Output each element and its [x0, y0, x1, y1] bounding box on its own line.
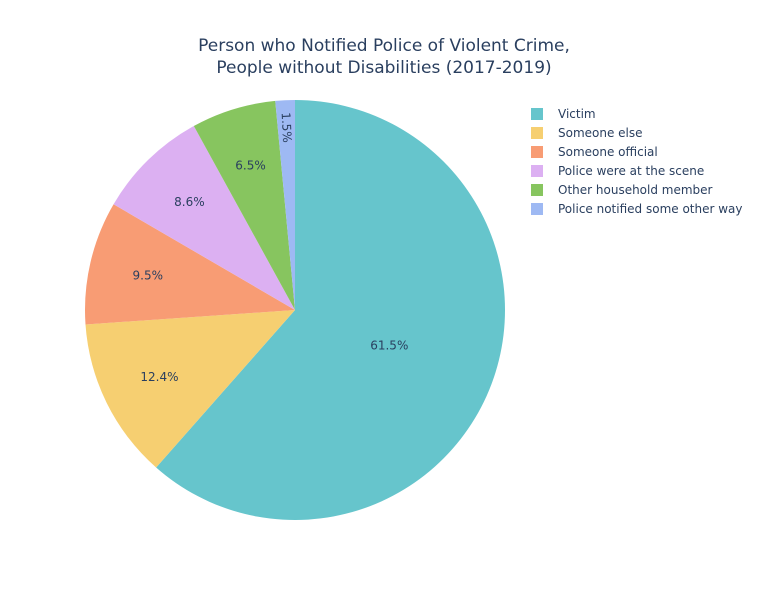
legend-label: Someone official — [558, 145, 658, 159]
legend-item-someone-official[interactable]: Someone official — [531, 145, 658, 159]
legend-swatch — [531, 127, 543, 139]
legend-label: Victim — [558, 107, 596, 121]
legend-label: Police notified some other way — [558, 202, 743, 216]
legend-swatch — [531, 203, 543, 215]
legend-swatch — [531, 165, 543, 177]
pie-slice-police-notified-some-other-way — [275, 100, 295, 310]
pie-slice-labels: 61.5% 12.4% 9.5% 8.6% 6.5% 1.5% — [133, 112, 409, 384]
legend-item-someone-else[interactable]: Someone else — [531, 126, 643, 140]
pie-slice-someone-official — [84, 204, 295, 325]
legend-label: Someone else — [558, 126, 643, 140]
legend-label: Other household member — [558, 183, 713, 197]
legend-item-police-notified-some-other-way[interactable]: Police notified some other way — [531, 202, 743, 216]
legend-item-victim[interactable]: Victim — [531, 107, 596, 121]
legend-swatch — [531, 184, 543, 196]
pie-slice-other-household-member — [193, 100, 295, 311]
slice-label-victim: 61.5% — [370, 339, 408, 353]
pie-slices — [84, 100, 505, 520]
legend-label: Police were at the scene — [558, 164, 704, 178]
slice-label-police-notified-some-other-way: 1.5% — [279, 112, 294, 143]
slice-label-someone-else: 12.4% — [140, 370, 178, 384]
slice-label-someone-official: 9.5% — [133, 269, 164, 283]
pie-slice-police-were-at-the-scene — [113, 125, 295, 311]
pie-slice-victim — [156, 100, 505, 520]
pie-slice-someone-else — [85, 310, 295, 468]
legend-item-other-household-member[interactable]: Other household member — [531, 183, 713, 197]
legend-item-police-were-at-the-scene[interactable]: Police were at the scene — [531, 164, 704, 178]
legend-swatch — [531, 108, 543, 120]
chart-title-line-2: People without Disabilities (2017-2019) — [216, 58, 551, 78]
legend-swatch — [531, 146, 543, 158]
chart-title-line-1: Person who Notified Police of Violent Cr… — [198, 36, 570, 56]
slice-label-police-were-at-the-scene: 8.6% — [174, 195, 205, 209]
legend: Victim Someone else Someone official Police… — [531, 107, 743, 216]
slice-label-other-household-member: 6.5% — [235, 158, 266, 172]
chart-title: Person who Notified Police of Violent Cr… — [198, 36, 570, 78]
